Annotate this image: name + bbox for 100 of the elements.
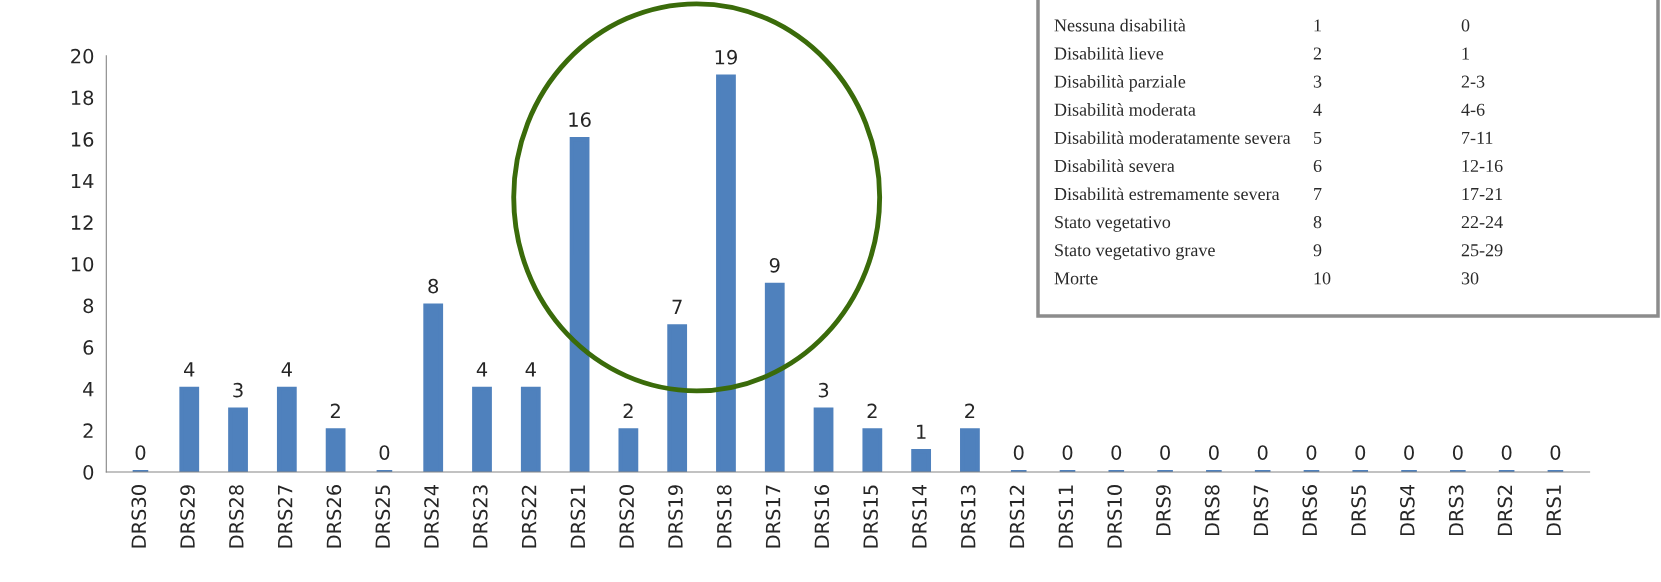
x-tick-label: DRS8 (1204, 485, 1220, 536)
annotation: Disabilità moderatamente severa (1054, 131, 1291, 144)
annotation: Disabilità moderata (1054, 103, 1196, 116)
x-tick-label: DRS30 (131, 485, 147, 548)
x-tick-label: DRS2 (1497, 485, 1513, 536)
x-tick-label: DRS24 (424, 484, 439, 548)
x-tick-label: DRS19 (668, 485, 683, 548)
annotation: 3 (1313, 75, 1322, 88)
x-tick-label: DRS7 (1253, 485, 1269, 536)
x-tick-label: DRS22 (521, 485, 537, 548)
x-tick-label: DRS10 (1107, 485, 1122, 548)
x-tick-label: DRS4 (1399, 484, 1415, 536)
annotation: Morte (1054, 272, 1098, 285)
x-tick-label: DRS25 (375, 485, 391, 548)
y-tick-label: 4 (83, 381, 94, 397)
x-tick-label: DRS26 (326, 485, 342, 548)
x-tick-label: DRS18 (716, 485, 732, 548)
annotation: 7-11 (1462, 131, 1493, 144)
annotation: 22-24 (1461, 216, 1503, 229)
data-label: 0 (135, 445, 146, 460)
data-label: 0 (1111, 445, 1122, 460)
y-tick-label: 10 (71, 256, 94, 272)
data-label: 0 (1257, 445, 1268, 460)
data-label: 2 (965, 403, 975, 419)
data-label: 2 (330, 403, 340, 419)
y-tick-label: 14 (71, 173, 94, 189)
annotation: Stato vegetativo (1055, 216, 1171, 232)
x-tick-label: DRS12 (1009, 485, 1025, 548)
annotation: 4 (1313, 103, 1322, 116)
annotation: Stato vegetativo grave (1055, 244, 1215, 260)
data-label: 1 (917, 424, 926, 439)
x-tick-label: DRS13 (960, 485, 976, 548)
annotation: 5 (1314, 131, 1322, 144)
data-label: 2 (623, 403, 633, 419)
data-label: 16 (569, 112, 591, 127)
annotation: 7 (1314, 188, 1322, 200)
x-tick-label: DRS6 (1302, 485, 1318, 536)
data-label: 0 (1062, 445, 1073, 460)
x-tick-label: DRS11 (1058, 485, 1074, 548)
annotation: 9 (1313, 244, 1322, 257)
x-tick-label: DRS5 (1351, 485, 1366, 536)
data-label: 0 (1013, 445, 1024, 460)
annotation: 12-16 (1462, 159, 1503, 173)
x-tick-label: DRS9 (1156, 485, 1171, 536)
x-tick-label: DRS23 (472, 485, 488, 548)
data-label: 4 (525, 362, 536, 377)
data-label: 0 (1208, 445, 1219, 460)
data-label: 0 (1550, 445, 1561, 460)
y-tick-label: 8 (83, 298, 94, 314)
text: Nessuna disabilità (1054, 18, 1186, 32)
data-label: 4 (184, 362, 195, 377)
data-label: 0 (1452, 445, 1463, 460)
annotation: 6 (1313, 159, 1322, 173)
data-label: 7 (672, 299, 682, 314)
annotation: Disabilità estremamente severa (1054, 187, 1280, 201)
annotation: 2-3 (1461, 75, 1485, 88)
x-tick-label: DRS27 (277, 485, 293, 548)
data-label: 3 (233, 382, 243, 398)
data-label: 8 (428, 278, 439, 294)
x-tick-label: DRS17 (765, 485, 781, 548)
x-tick-label: DRS20 (619, 485, 635, 548)
y-tick-label: 12 (71, 215, 93, 230)
y-tick-label: 16 (71, 132, 94, 147)
x-tick-label: DRS1 (1546, 485, 1562, 536)
y-tick-label: 0 (83, 464, 94, 480)
annotation: 4-6 (1461, 103, 1485, 116)
annotation: 8 (1313, 216, 1322, 229)
annotation: 30 (1461, 272, 1479, 285)
data-label: 0 (1306, 445, 1317, 460)
data-label: 3 (818, 382, 829, 398)
text: 1 (1314, 19, 1321, 32)
data-label: 19 (715, 49, 737, 65)
x-tick-label: DRS15 (863, 485, 878, 548)
data-label: 9 (769, 257, 780, 273)
data-label: 0 (1160, 445, 1170, 460)
y-tick-label: 18 (71, 90, 94, 106)
y-tick-label: 6 (83, 340, 94, 355)
annotation: 10 (1314, 272, 1331, 285)
x-tick-label: DRS14 (912, 484, 927, 548)
x-tick-label: DRS28 (228, 485, 244, 548)
annotation: Disabilità lieve (1054, 46, 1164, 60)
x-tick-label: DRS21 (570, 485, 586, 548)
x-tick-label: DRS3 (1448, 485, 1464, 536)
y-tick-label: 2 (83, 423, 93, 438)
annotation: 1 (1462, 47, 1469, 60)
data-label: 0 (1501, 445, 1512, 460)
y-tick-label: 20 (71, 48, 94, 64)
data-label: 0 (1404, 445, 1414, 460)
data-label: 4 (281, 362, 292, 377)
annotation: Disabilità parziale (1054, 75, 1186, 92)
x-tick-label: DRS16 (814, 485, 830, 548)
text: 0 (1461, 19, 1470, 32)
data-label: 0 (379, 445, 390, 460)
annotation: Disabilità severa (1054, 159, 1175, 173)
data-label: 0 (1355, 445, 1366, 460)
annotation: 25-29 (1461, 244, 1503, 257)
data-label: 4 (476, 362, 488, 377)
annotation: 2 (1313, 47, 1322, 60)
annotation: 17-21 (1462, 187, 1503, 200)
x-tick-label: DRS29 (180, 485, 195, 548)
